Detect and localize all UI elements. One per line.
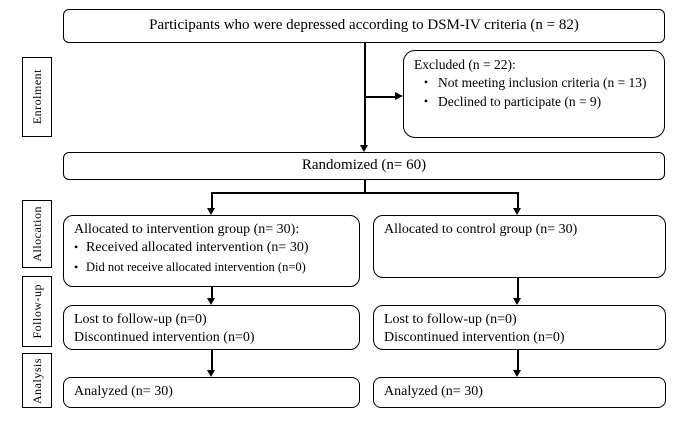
intervention-item: • Did not receive allocated intervention… xyxy=(74,259,351,276)
arrowhead-down-followup-left xyxy=(207,298,215,305)
connector-followup-analysis-right xyxy=(517,350,519,370)
box-analyzed-control-text: Analyzed (n= 30) xyxy=(384,384,483,400)
followup-control-line: Lost to follow-up (n=0) xyxy=(384,312,517,327)
connector-randomized-stub xyxy=(364,180,366,193)
stage-label-followup: Follow-up xyxy=(22,276,52,347)
arrowhead-down-followup-right xyxy=(513,298,521,305)
box-excluded-title: Excluded (n = 22): xyxy=(414,57,516,72)
box-participants: Participants who were depressed accordin… xyxy=(63,9,665,43)
connector-branch-left xyxy=(211,192,213,208)
box-analyzed-intervention-text: Analyzed (n= 30) xyxy=(74,384,173,400)
excluded-item: • Declined to participate (n = 9) xyxy=(414,93,656,111)
followup-intervention-line: Lost to follow-up (n=0) xyxy=(74,312,207,327)
intervention-item-text: Received allocated intervention (n= 30) xyxy=(86,240,309,256)
arrowhead-down-analysis-right xyxy=(513,370,521,377)
box-allocated-intervention: Allocated to intervention group (n= 30):… xyxy=(63,215,360,287)
stage-label-analysis: Analysis xyxy=(22,353,52,408)
excluded-item-text: Declined to participate (n = 9) xyxy=(438,94,602,110)
box-analyzed-control: Analyzed (n= 30) xyxy=(373,377,666,408)
intervention-item-text: Did not receive allocated intervention (… xyxy=(86,260,306,275)
stage-label-analysis-text: Analysis xyxy=(29,357,44,404)
connector-participants-randomized xyxy=(364,43,366,145)
arrowhead-right-excluded xyxy=(395,92,403,100)
bullet-icon: • xyxy=(74,240,79,255)
connector-control-followup xyxy=(517,278,519,298)
intervention-item: • Received allocated intervention (n= 30… xyxy=(74,239,351,257)
stage-label-followup-text: Follow-up xyxy=(29,284,44,339)
box-participants-text: Participants who were depressed accordin… xyxy=(149,17,579,34)
box-randomized-text: Randomized (n= 60) xyxy=(301,157,427,174)
followup-control-line: Discontinued intervention (n=0) xyxy=(384,330,565,346)
stage-label-enrolment: Enrolment xyxy=(22,57,52,137)
bullet-icon: • xyxy=(74,260,79,275)
connector-branch-horizontal xyxy=(211,192,519,194)
arrowhead-down-control xyxy=(513,208,521,215)
connector-followup-analysis-left xyxy=(211,350,213,370)
box-followup-intervention: Lost to follow-up (n=0) Discontinued int… xyxy=(63,305,360,350)
box-allocated-control: Allocated to control group (n= 30) xyxy=(373,215,666,278)
stage-label-allocation: Allocation xyxy=(22,200,52,268)
box-allocated-control-title: Allocated to control group (n= 30) xyxy=(384,222,578,237)
connector-intervention-followup xyxy=(211,287,213,298)
excluded-item: • Not meeting inclusion criteria (n = 13… xyxy=(414,74,656,92)
arrowhead-down-analysis-left xyxy=(207,370,215,377)
stage-label-enrolment-text: Enrolment xyxy=(29,69,44,125)
connector-to-excluded xyxy=(364,96,395,98)
bullet-icon: • xyxy=(423,74,429,89)
box-followup-control: Lost to follow-up (n=0) Discontinued int… xyxy=(373,305,666,350)
followup-intervention-line: Discontinued intervention (n=0) xyxy=(74,330,255,346)
arrowhead-down-randomized xyxy=(360,145,368,152)
bullet-icon: • xyxy=(423,94,429,109)
box-analyzed-intervention: Analyzed (n= 30) xyxy=(63,377,360,408)
box-randomized: Randomized (n= 60) xyxy=(63,152,665,180)
stage-label-allocation-text: Allocation xyxy=(29,206,44,262)
box-allocated-intervention-title: Allocated to intervention group (n= 30): xyxy=(74,222,300,237)
connector-branch-right xyxy=(517,192,519,208)
arrowhead-down-intervention xyxy=(207,208,215,215)
box-excluded: Excluded (n = 22): • Not meeting inclusi… xyxy=(403,50,665,138)
excluded-item-text: Not meeting inclusion criteria (n = 13) xyxy=(438,74,647,90)
